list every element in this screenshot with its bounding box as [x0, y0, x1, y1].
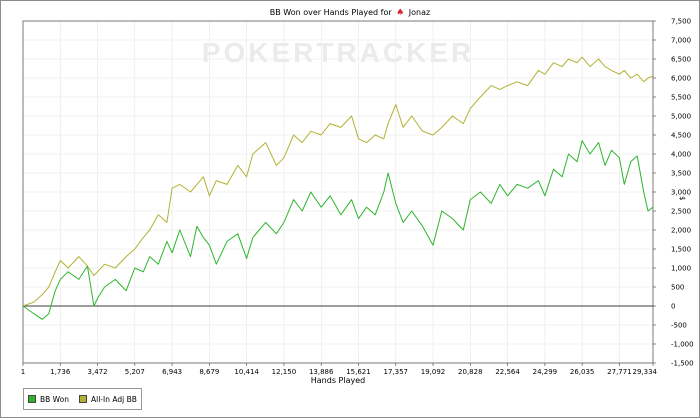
x-tick-label: 15,621: [346, 368, 371, 376]
y-tick-label: 6,000: [671, 75, 691, 83]
legend-swatch: [79, 395, 87, 403]
y-tick-label: 2,500: [671, 208, 691, 216]
legend-item-all-in-adj[interactable]: All-In Adj BB: [79, 395, 137, 404]
y-tick-label: 3,000: [671, 189, 691, 197]
y-tick-label: 4,500: [671, 132, 691, 140]
series: [22, 56, 654, 320]
y-tick-label: 5,500: [671, 94, 691, 102]
x-tick-label: 3,472: [88, 368, 108, 376]
x-tick-label: 22,564: [495, 368, 520, 376]
grid: [22, 20, 654, 364]
chart-title-player: Jonaz: [408, 8, 431, 17]
x-tick-label: 13,886: [309, 368, 334, 376]
legend-swatch: [28, 395, 36, 403]
x-tick-label: 17,357: [384, 368, 409, 376]
x-axis-label: Hands Played: [310, 376, 366, 385]
y-tick-label: 1,000: [671, 265, 691, 273]
x-tick-label: 8,679: [199, 368, 219, 376]
x-axis: 1 1,736 3,472 5,207 6,943 8,679 10,414 12,150 13…: [21, 363, 658, 376]
y-tick-label: 500: [671, 284, 684, 292]
x-tick-label: 29,334: [633, 368, 658, 376]
x-tick-label: 10,414: [234, 368, 259, 376]
watermark: POKERTRACKER: [202, 37, 474, 68]
y-tick-label: 0: [671, 303, 675, 311]
y-tick-label: 2,000: [671, 227, 691, 235]
y-tick-label: 4,000: [671, 151, 691, 159]
legend: BB Won All-In Adj BB: [23, 388, 142, 410]
series-line-all-in-adj-bb: [22, 56, 654, 307]
x-tick-label: 1,736: [50, 368, 71, 376]
legend-label: BB Won: [40, 394, 69, 404]
x-tick-label: 19,092: [421, 368, 446, 376]
x-tick-label: 1: [21, 368, 25, 376]
y-tick-label: 7,000: [671, 37, 691, 45]
x-tick-label: 27,771: [607, 368, 632, 376]
y-axis: -1,500 -1,000 -500 0 500 1,000 1,500 2,000 2,500…: [653, 18, 694, 368]
x-tick-label: 20,828: [458, 368, 483, 376]
x-tick-label: 24,299: [533, 368, 558, 376]
y-tick-label: 7,500: [671, 18, 691, 26]
x-tick-label: 6,943: [162, 368, 182, 376]
x-tick-label: 5,207: [125, 368, 145, 376]
chart-title-prefix: BB Won over Hands Played for: [269, 8, 392, 17]
y-tick-label: 1,500: [671, 246, 691, 254]
series-line-bb-won: [22, 140, 654, 320]
spade-icon: ♠: [396, 8, 405, 18]
y-tick-label: 6,500: [671, 56, 691, 64]
y-unit-label: $: [678, 196, 686, 200]
legend-label: All-In Adj BB: [91, 394, 137, 404]
x-tick-label: 12,150: [272, 368, 297, 376]
legend-item-bb-won[interactable]: BB Won: [28, 395, 69, 404]
y-tick-label: 5,000: [671, 113, 691, 121]
y-tick-label: -1,000: [671, 341, 694, 349]
chart-title: BB Won over Hands Played for ♠ Jonaz: [0, 8, 700, 18]
y-tick-label: 3,500: [671, 170, 691, 178]
y-tick-label: -1,500: [671, 360, 694, 368]
x-tick-label: 26,035: [570, 368, 595, 376]
y-tick-label: -500: [671, 322, 687, 330]
